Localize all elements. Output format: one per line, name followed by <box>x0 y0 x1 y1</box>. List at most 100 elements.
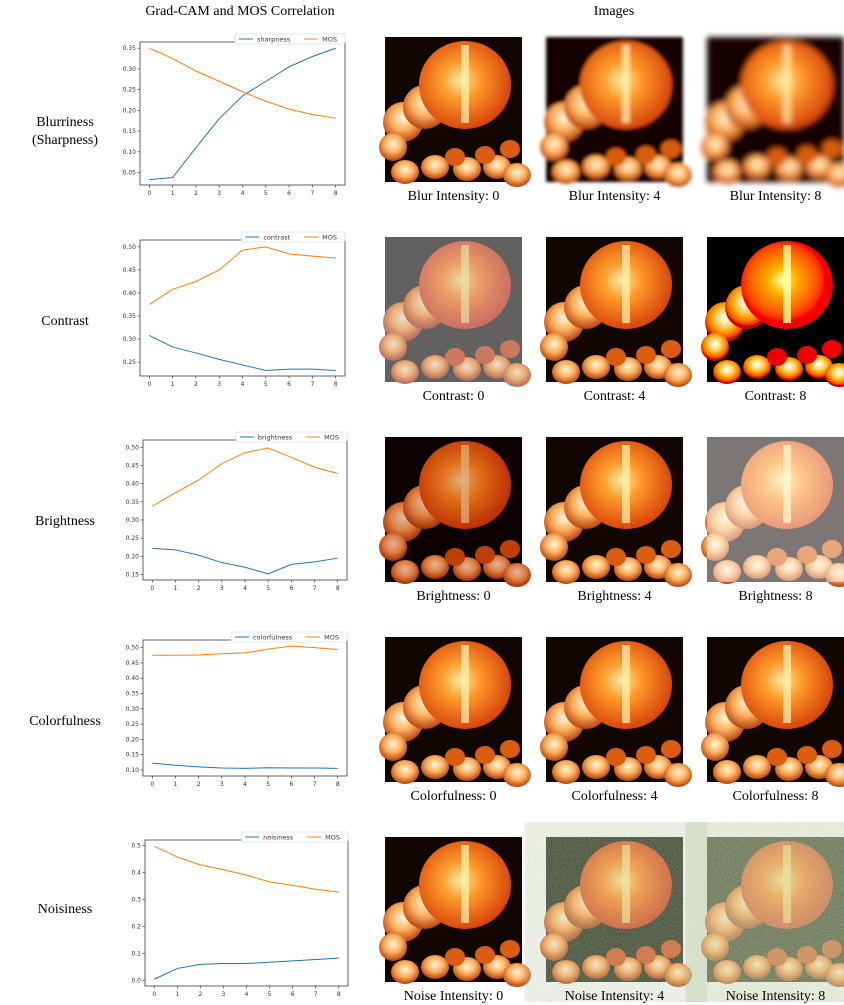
caption: Contrast: 0 <box>423 389 485 404</box>
x-tick-label: 2 <box>194 190 198 197</box>
x-tick-label: 6 <box>287 381 291 388</box>
y-tick-label: 0.20 <box>126 553 140 560</box>
x-tick-label: 6 <box>289 585 293 592</box>
lantern <box>767 148 787 166</box>
y-tick-label: 0.15 <box>126 572 140 579</box>
image <box>379 37 531 187</box>
image-content <box>540 237 692 387</box>
legend-label: noisiness <box>263 833 294 841</box>
lantern <box>743 955 771 979</box>
x-tick-label: 8 <box>337 991 341 998</box>
legend: colorfulnessMOS <box>231 632 347 642</box>
legend-label: MOS <box>324 633 339 641</box>
y-tick-label: 0.45 <box>126 462 140 469</box>
lantern <box>445 148 465 166</box>
x-tick-label: 5 <box>268 991 272 998</box>
y-tick-label: 0.40 <box>126 481 140 488</box>
lantern <box>664 363 692 387</box>
x-tick-label: 2 <box>197 585 201 592</box>
x-tick-label: 8 <box>334 190 338 197</box>
x-tick-label: 5 <box>266 781 270 788</box>
legend-label: MOS <box>322 233 337 241</box>
lantern <box>636 946 656 964</box>
y-tick-label: 0.30 <box>126 706 140 713</box>
image <box>701 837 844 987</box>
lantern <box>797 346 817 364</box>
x-tick-label: 3 <box>217 190 221 197</box>
lantern <box>701 733 729 761</box>
lantern <box>743 155 771 179</box>
lantern <box>664 163 692 187</box>
x-tick-label: 1 <box>174 781 178 788</box>
lantern <box>421 755 449 779</box>
lantern <box>503 963 531 987</box>
row-label: Contrast <box>41 314 89 329</box>
lantern <box>743 355 771 379</box>
image-content <box>379 437 531 587</box>
x-tick-label: 4 <box>241 381 245 388</box>
y-tick-label: 0.50 <box>126 444 140 451</box>
x-tick-label: 2 <box>198 991 202 998</box>
lantern <box>503 563 531 587</box>
lantern <box>475 146 495 164</box>
caption: Contrast: 4 <box>584 389 646 404</box>
row-label: Colorfulness <box>29 714 101 729</box>
x-tick-label: 0 <box>147 190 151 197</box>
plot-frame <box>140 240 345 376</box>
image-content <box>379 637 531 787</box>
lantern <box>797 146 817 164</box>
lantern <box>445 948 465 966</box>
lantern <box>475 346 495 364</box>
lantern <box>661 940 681 958</box>
lantern <box>713 360 741 384</box>
y-tick-label: 0.35 <box>126 499 140 506</box>
lantern <box>500 740 520 758</box>
lantern <box>391 160 419 184</box>
y-tick-label: 0.30 <box>123 336 137 343</box>
lantern-glow <box>622 45 630 123</box>
lantern-glow <box>461 245 469 323</box>
image-content <box>540 837 692 987</box>
x-tick-label: 6 <box>289 781 293 788</box>
lantern <box>636 146 656 164</box>
x-tick-label: 0 <box>150 781 154 788</box>
lantern <box>421 555 449 579</box>
lantern <box>421 355 449 379</box>
lantern-glow <box>783 45 791 123</box>
lantern <box>636 346 656 364</box>
lantern <box>421 955 449 979</box>
y-tick-label: 0.10 <box>123 149 137 156</box>
lantern <box>552 960 580 984</box>
y-tick-label: 0.20 <box>123 107 137 114</box>
y-tick-label: 0.1 <box>131 951 141 958</box>
y-tick-label: 0.45 <box>123 267 137 274</box>
lantern <box>664 963 692 987</box>
lantern <box>552 560 580 584</box>
x-tick-label: 7 <box>310 190 314 197</box>
lantern-glow <box>461 845 469 923</box>
lantern <box>713 160 741 184</box>
lantern <box>822 740 842 758</box>
lantern <box>552 160 580 184</box>
x-tick-label: 5 <box>266 585 270 592</box>
lantern-glow <box>622 645 630 723</box>
lantern <box>661 340 681 358</box>
image-content <box>540 37 692 187</box>
lantern <box>636 546 656 564</box>
lantern <box>503 763 531 787</box>
y-tick-label: 0.20 <box>126 736 140 743</box>
x-tick-label: 3 <box>220 585 224 592</box>
lantern <box>713 960 741 984</box>
x-tick-label: 3 <box>217 381 221 388</box>
x-tick-label: 4 <box>241 190 245 197</box>
y-tick-label: 0.15 <box>126 752 140 759</box>
lantern <box>797 946 817 964</box>
lantern <box>379 933 407 961</box>
lantern <box>379 533 407 561</box>
lantern <box>713 760 741 784</box>
lantern-glow <box>461 445 469 523</box>
row-label: Noisiness <box>38 902 92 917</box>
caption: Blur Intensity: 8 <box>730 189 822 204</box>
image <box>540 437 692 587</box>
